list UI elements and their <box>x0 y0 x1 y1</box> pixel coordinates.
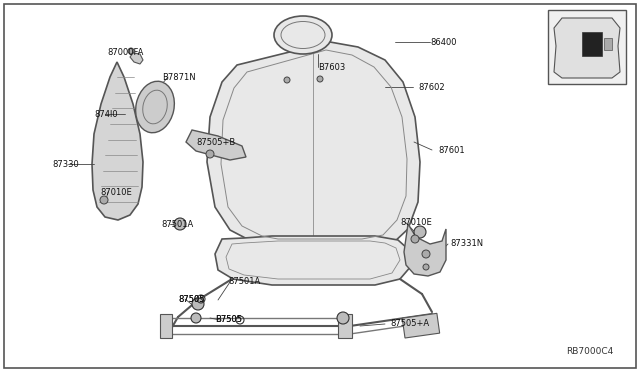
Polygon shape <box>186 130 246 160</box>
Bar <box>582 32 602 56</box>
Text: RB7000C4: RB7000C4 <box>566 347 614 356</box>
Text: B7603: B7603 <box>318 62 345 71</box>
Circle shape <box>192 298 204 310</box>
Circle shape <box>206 150 214 158</box>
Bar <box>160 314 172 338</box>
Polygon shape <box>92 62 143 220</box>
Ellipse shape <box>274 16 332 54</box>
Polygon shape <box>554 18 620 78</box>
Text: 87501A: 87501A <box>161 219 193 228</box>
Circle shape <box>317 76 323 82</box>
Text: B7505: B7505 <box>215 315 242 324</box>
Circle shape <box>174 218 186 230</box>
Circle shape <box>337 312 349 324</box>
Text: 874l0: 874l0 <box>94 109 118 119</box>
Polygon shape <box>130 53 143 64</box>
Bar <box>402 313 440 338</box>
Text: B7505: B7505 <box>215 315 242 324</box>
Text: 87010E: 87010E <box>100 187 132 196</box>
Text: 87501A: 87501A <box>228 278 260 286</box>
Bar <box>548 10 626 84</box>
Text: 87505+A: 87505+A <box>390 320 429 328</box>
Text: 87505: 87505 <box>178 295 205 304</box>
Text: 87602: 87602 <box>418 83 445 92</box>
Circle shape <box>284 77 290 83</box>
Circle shape <box>414 226 426 238</box>
Circle shape <box>191 313 201 323</box>
Text: B7871N: B7871N <box>162 73 196 81</box>
Text: 87331N: 87331N <box>450 240 483 248</box>
Text: 86400: 86400 <box>430 38 456 46</box>
Text: 87505: 87505 <box>178 295 205 304</box>
Circle shape <box>423 264 429 270</box>
Circle shape <box>128 48 134 54</box>
Circle shape <box>100 196 108 204</box>
Text: 87505+B: 87505+B <box>196 138 236 147</box>
Text: 87601: 87601 <box>438 145 465 154</box>
Circle shape <box>411 235 419 243</box>
Text: 87330: 87330 <box>52 160 79 169</box>
Bar <box>604 38 612 50</box>
Polygon shape <box>207 42 420 248</box>
Text: 87010E: 87010E <box>400 218 432 227</box>
Ellipse shape <box>136 81 174 133</box>
Bar <box>338 314 352 338</box>
Polygon shape <box>215 236 412 285</box>
Text: 87000FA: 87000FA <box>107 48 143 57</box>
Polygon shape <box>404 224 446 276</box>
Circle shape <box>422 250 430 258</box>
